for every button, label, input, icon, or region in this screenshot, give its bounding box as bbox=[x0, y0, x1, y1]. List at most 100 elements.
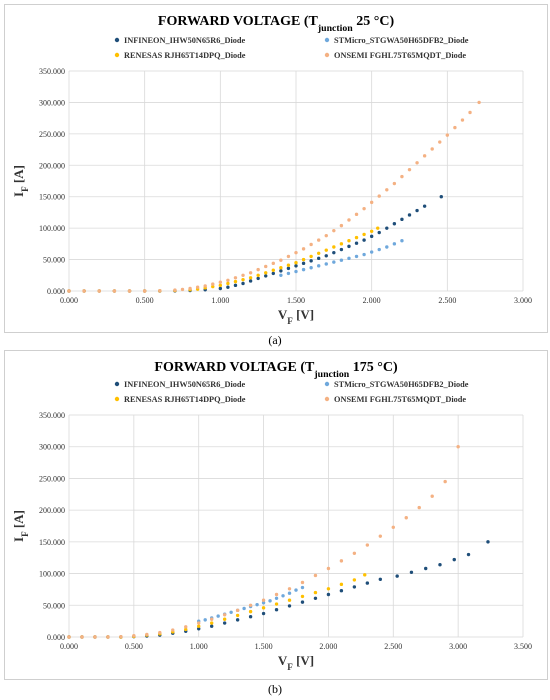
data-point bbox=[264, 264, 268, 269]
data-point bbox=[354, 254, 359, 259]
data-point bbox=[274, 592, 279, 597]
data-point bbox=[271, 268, 275, 272]
data-point bbox=[222, 617, 227, 621]
data-point bbox=[218, 280, 223, 284]
data-point bbox=[376, 226, 380, 230]
data-point bbox=[445, 133, 450, 137]
data-point bbox=[67, 289, 71, 293]
data-point bbox=[173, 288, 177, 292]
data-point bbox=[369, 229, 374, 233]
data-point bbox=[300, 594, 305, 599]
data-point bbox=[256, 276, 260, 281]
data-point bbox=[378, 534, 383, 538]
data-point bbox=[294, 261, 298, 265]
data-point bbox=[255, 602, 259, 607]
data-point bbox=[67, 635, 71, 639]
data-point bbox=[222, 613, 227, 617]
data-point bbox=[415, 208, 419, 213]
data-point bbox=[347, 244, 351, 249]
data-point bbox=[468, 110, 472, 115]
data-point bbox=[424, 566, 428, 571]
data-point bbox=[274, 602, 279, 606]
x-tick-label: 0.000 bbox=[60, 642, 78, 651]
data-point bbox=[324, 233, 328, 238]
data-point bbox=[422, 204, 427, 208]
data-point bbox=[279, 266, 283, 270]
data-point bbox=[195, 285, 200, 289]
x-axis-label: VF [V] bbox=[278, 307, 314, 326]
data-point bbox=[287, 604, 292, 608]
data-point bbox=[241, 281, 245, 286]
data-point bbox=[286, 266, 291, 271]
data-point bbox=[158, 288, 162, 293]
y-tick-label: 50.000 bbox=[43, 601, 65, 610]
y-tick-label: 200.000 bbox=[39, 506, 65, 515]
y-tick-label: 50.000 bbox=[43, 256, 65, 265]
data-point bbox=[158, 630, 162, 635]
x-axis-label-part: [V] bbox=[293, 653, 314, 668]
data-point bbox=[268, 599, 272, 603]
data-point bbox=[317, 264, 321, 268]
data-point bbox=[369, 234, 374, 239]
data-point bbox=[197, 621, 201, 625]
data-point bbox=[287, 598, 292, 602]
legend-marker bbox=[114, 52, 120, 58]
x-tick-label: 0.500 bbox=[136, 296, 154, 305]
data-point bbox=[369, 200, 374, 205]
data-point bbox=[309, 254, 313, 259]
data-point bbox=[352, 578, 357, 582]
chart-title-part: 25 °C) bbox=[353, 14, 395, 29]
data-point bbox=[354, 241, 359, 245]
data-point bbox=[211, 282, 215, 286]
x-axis-label-part: [V] bbox=[293, 307, 314, 322]
data-point bbox=[203, 618, 207, 622]
caption-a: (a) bbox=[268, 333, 282, 347]
data-point bbox=[430, 147, 434, 151]
legend-label: STMicro_STGWA50H65DFB2_Diode bbox=[334, 36, 469, 45]
data-point bbox=[301, 247, 306, 251]
series-3 bbox=[67, 573, 367, 639]
y-tick-label: 100.000 bbox=[39, 570, 65, 579]
chart-title-part: junction bbox=[317, 23, 353, 34]
y-tick-label: 150.000 bbox=[39, 193, 65, 202]
data-point bbox=[216, 614, 220, 618]
data-point bbox=[339, 242, 344, 246]
data-point bbox=[377, 230, 381, 235]
data-point bbox=[211, 284, 215, 289]
chart-title: FORWARD VOLTAGE (Tjunction 175 °C) bbox=[154, 360, 398, 380]
legend-marker bbox=[114, 396, 120, 402]
data-point bbox=[339, 582, 344, 587]
data-point bbox=[317, 256, 321, 261]
data-point bbox=[385, 188, 389, 192]
data-point bbox=[417, 505, 421, 510]
x-tick-label: 3.500 bbox=[514, 642, 532, 651]
data-point bbox=[248, 279, 253, 283]
x-tick-label: 2.500 bbox=[384, 642, 402, 651]
data-point bbox=[80, 635, 84, 639]
legend-label: INFINEON_IHW50N65R6_Diode bbox=[124, 36, 246, 45]
data-point bbox=[362, 206, 366, 211]
x-tick-label: 3.000 bbox=[514, 296, 532, 305]
data-point bbox=[132, 634, 136, 638]
data-point bbox=[301, 261, 306, 266]
data-point bbox=[142, 289, 147, 293]
data-point bbox=[248, 603, 253, 607]
data-point bbox=[226, 281, 230, 286]
data-point bbox=[309, 266, 313, 270]
data-point bbox=[242, 606, 246, 611]
data-point bbox=[486, 540, 490, 544]
x-tick-label: 1.000 bbox=[190, 642, 208, 651]
data-point bbox=[422, 154, 427, 158]
data-point bbox=[377, 194, 381, 198]
y-tick-label: 350.000 bbox=[39, 411, 65, 420]
x-tick-label: 0.500 bbox=[125, 642, 143, 651]
data-point bbox=[226, 278, 230, 283]
data-point bbox=[248, 271, 253, 275]
data-point bbox=[261, 611, 266, 616]
data-point bbox=[439, 195, 443, 199]
data-point bbox=[261, 598, 266, 602]
data-point bbox=[119, 634, 123, 639]
data-point bbox=[377, 247, 381, 252]
data-point bbox=[248, 609, 253, 614]
y-tick-label: 200.000 bbox=[39, 161, 65, 170]
